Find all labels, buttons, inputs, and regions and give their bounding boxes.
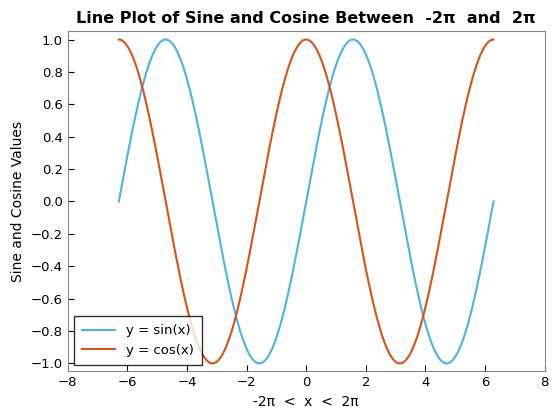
Title: Line Plot of Sine and Cosine Between  -2π  and  2π: Line Plot of Sine and Cosine Between -2π… [76, 11, 536, 26]
Line: y = cos(x): y = cos(x) [119, 39, 493, 363]
y = cos(x) [281, 79, 288, 84]
Line: y = sin(x): y = sin(x) [119, 39, 493, 363]
y = sin(x) [490, 199, 497, 204]
y = sin(x) [281, 307, 288, 312]
y = cos(x) [209, 361, 216, 366]
y = sin(x) [415, 292, 422, 297]
y = cos(x) [373, 314, 380, 319]
y = cos(x) [415, 331, 422, 336]
y = sin(x) [408, 260, 415, 265]
Y-axis label: Sine and Cosine Values: Sine and Cosine Values [11, 121, 25, 282]
Legend: y = sin(x), y = cos(x): y = sin(x), y = cos(x) [74, 316, 202, 365]
y = sin(x) [154, 44, 161, 49]
X-axis label: -2π  <  x  <  2π: -2π < x < 2π [253, 395, 359, 409]
y = cos(x) [490, 37, 497, 42]
y = cos(x) [115, 37, 122, 42]
y = sin(x) [267, 349, 274, 354]
y = sin(x) [115, 199, 122, 204]
y = sin(x) [162, 37, 169, 42]
y = cos(x) [267, 139, 274, 144]
y = sin(x) [444, 361, 450, 366]
y = sin(x) [373, 85, 380, 90]
y = cos(x) [408, 349, 415, 354]
y = cos(x) [154, 153, 161, 158]
